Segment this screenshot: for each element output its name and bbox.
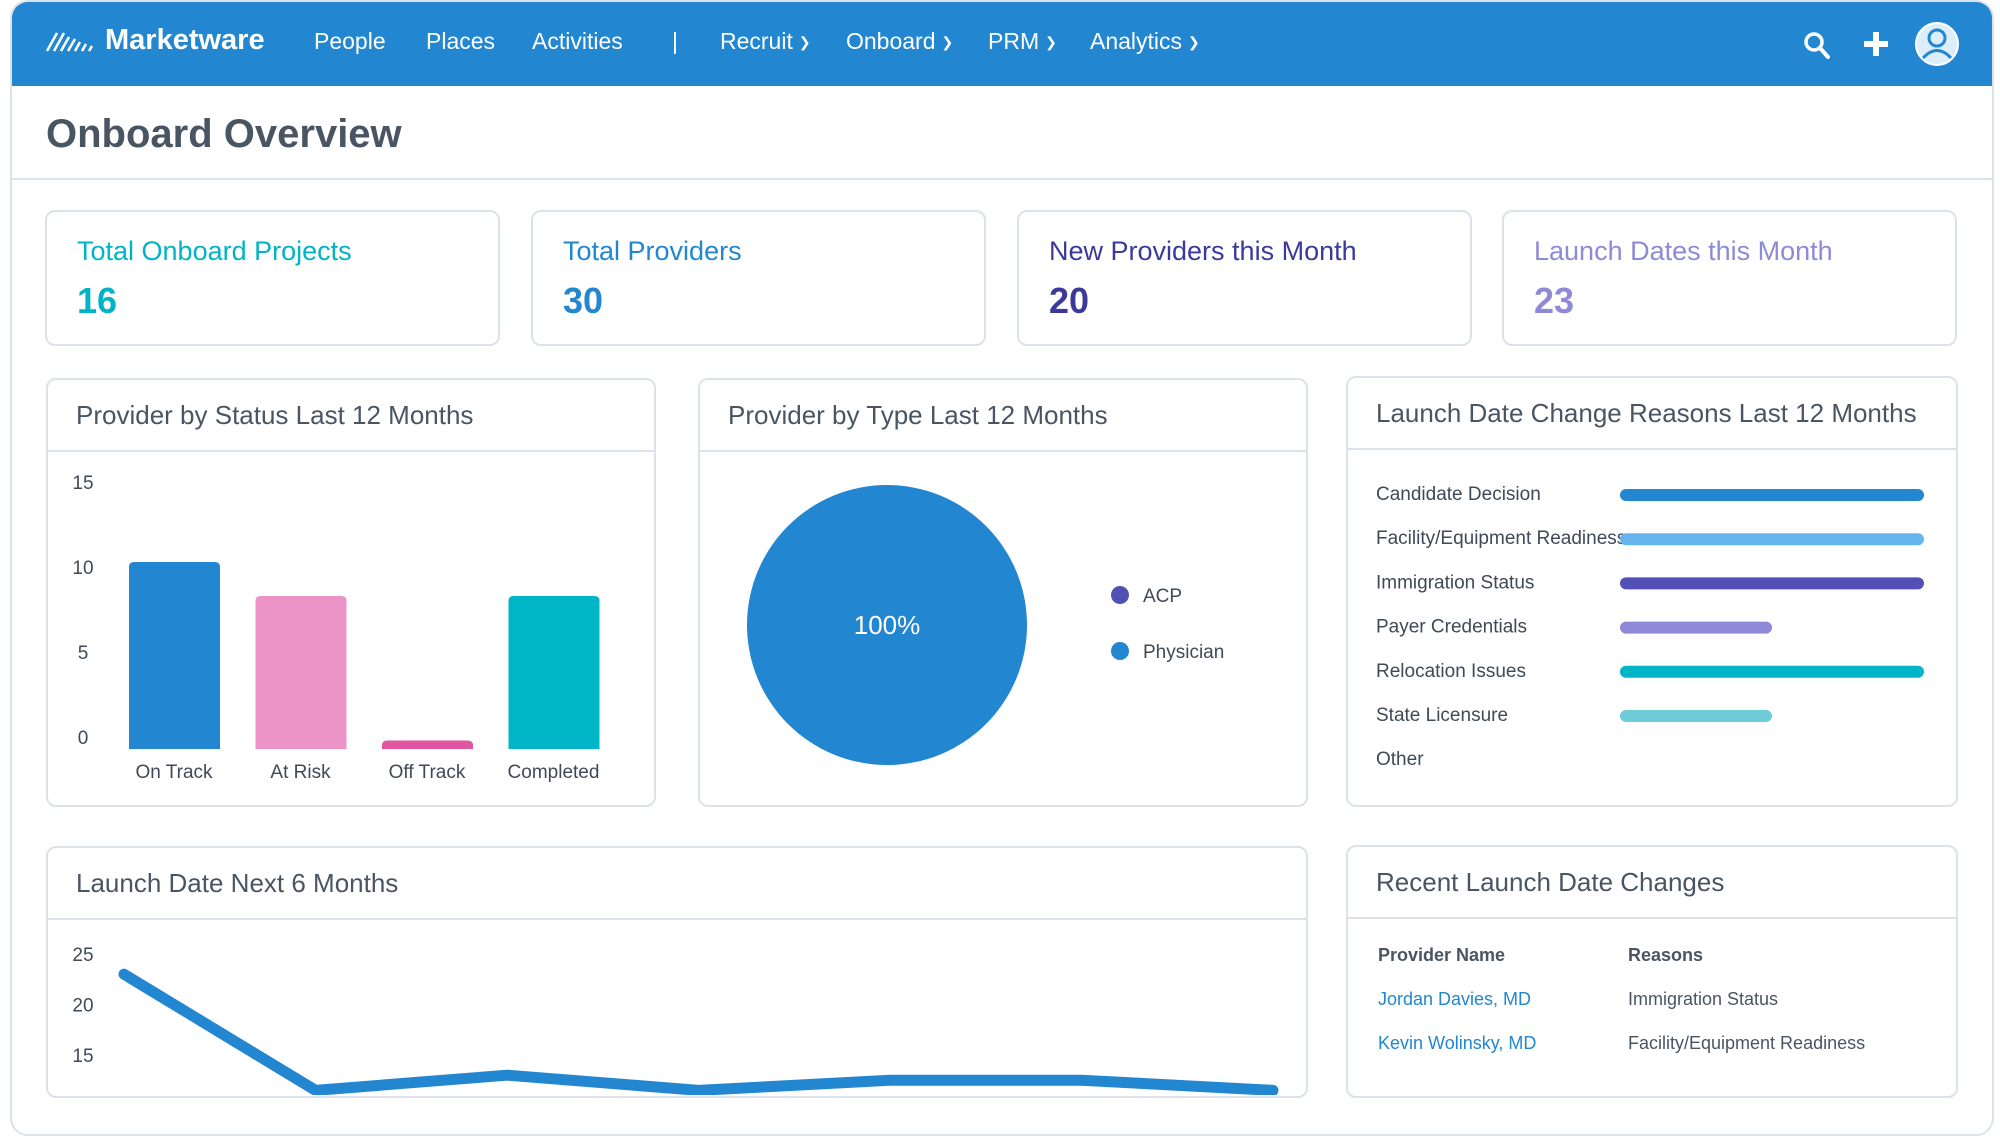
top-navbar: Marketware People Places Activities | Re… [12,2,1992,86]
card-header-divider [1348,448,1956,450]
provider-link[interactable]: Kevin Wolinsky, MD [1378,1033,1537,1053]
chevron-down-icon: ❯ [1188,34,1200,51]
search-icon[interactable] [1802,30,1832,60]
stat-value: 23 [1534,280,1575,321]
stat-label: Total Onboard Projects [77,236,352,266]
card-header-divider [1348,917,1956,919]
chevron-down-icon: ❯ [1045,34,1057,51]
card-title: Recent Launch Date Changes [1376,867,1725,897]
card-header-divider [700,450,1306,452]
plus-icon[interactable] [1862,30,1890,58]
launch-date-reasons-card: Launch Date Change Reasons Last 12 Month… [1346,376,1958,807]
provider-by-status-card: Provider by Status Last 12 Months [46,378,656,807]
nav-prm-label: PRM [988,28,1040,54]
card-header-divider [48,450,654,452]
chevron-down-icon: ❯ [798,34,811,51]
nav-activities[interactable]: Activities [532,28,623,54]
column-header-reasons[interactable]: Reasons [1628,945,1704,965]
card-title: Launch Date Change Reasons Last 12 Month… [1376,398,1917,428]
chevron-down-icon: ❯ [941,34,954,51]
title-divider [12,178,1992,180]
nav-places[interactable]: Places [426,28,496,54]
reason-cell: Immigration Status [1628,989,1779,1009]
card-title: Provider by Status Last 12 Months [76,400,474,430]
brand-logo[interactable]: Marketware [45,24,265,57]
stat-label: New Providers this Month [1049,236,1357,266]
stat-label: Launch Dates this Month [1534,236,1833,266]
provider-by-type-card: Provider by Type Last 12 Months [698,378,1308,807]
nav-onboard-label: Onboard [846,28,936,54]
nav-onboard-dropdown[interactable]: Onboard ❯ [846,28,953,55]
stat-card-new-providers[interactable]: New Providers this Month 20 [1017,210,1472,346]
nav-people[interactable]: People [314,28,386,54]
recent-launch-date-changes-card: Recent Launch Date Changes Provider Name… [1346,845,1958,1098]
brand-name: Marketware [105,24,265,56]
user-avatar-icon[interactable] [1914,21,1960,67]
launch-date-next-6-months-card: Launch Date Next 6 Months [46,846,1308,1098]
stat-card-launch-dates[interactable]: Launch Dates this Month 23 [1502,210,1957,346]
card-title: Launch Date Next 6 Months [76,868,399,898]
nav-divider: | [672,28,678,54]
stat-value: 30 [563,280,604,321]
card-title: Provider by Type Last 12 Months [728,400,1108,430]
stat-value: 20 [1049,280,1090,321]
provider-link[interactable]: Jordan Davies, MD [1378,989,1532,1009]
card-header-divider [48,918,1306,920]
stat-card-total-providers[interactable]: Total Providers 30 [531,210,986,346]
nav-analytics-dropdown[interactable]: Analytics ❯ [1090,28,1200,55]
nav-prm-dropdown[interactable]: PRM ❯ [988,28,1057,55]
logo-stripes-icon [45,31,94,52]
column-header-provider-name[interactable]: Provider Name [1378,945,1506,965]
nav-recruit-label: Recruit [720,28,793,54]
nav-recruit-dropdown[interactable]: Recruit ❯ [720,28,811,55]
stat-label: Total Providers [563,236,742,266]
stat-card-total-onboard-projects[interactable]: Total Onboard Projects 16 [45,210,500,346]
page-title: Onboard Overview [46,112,402,156]
stat-value: 16 [77,280,118,321]
nav-analytics-label: Analytics [1090,28,1183,54]
reason-cell: Facility/Equipment Readiness [1628,1033,1866,1053]
